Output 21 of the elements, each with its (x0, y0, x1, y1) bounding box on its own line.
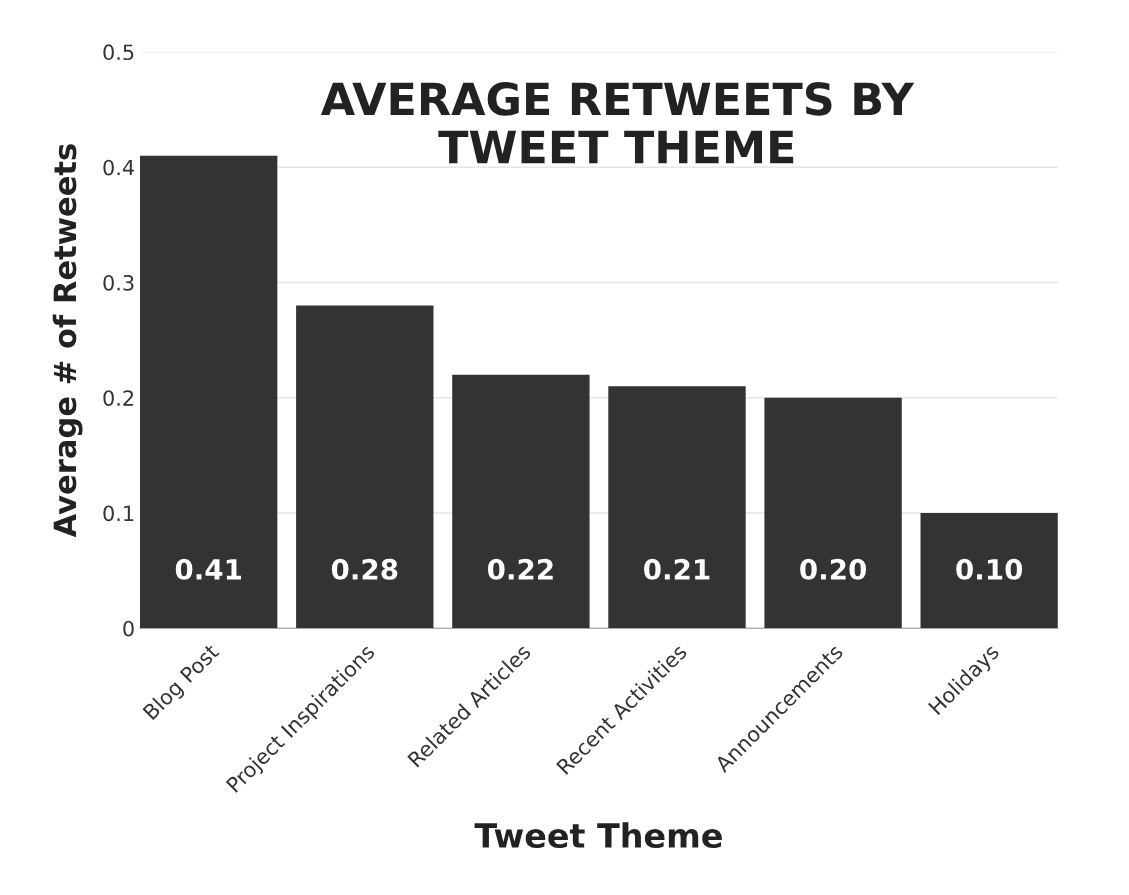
y-axis-title: Average # of Retweets (52, 144, 83, 538)
y-tick-label: 0.1 (103, 505, 134, 522)
y-tick-label: 0.2 (103, 390, 134, 406)
data-label: 0.22 (487, 558, 553, 580)
bar (140, 155, 278, 629)
y-tick-label: 0.4 (103, 159, 134, 176)
data-label: 0.21 (644, 558, 710, 580)
x-axis-title: Tweet Theme (474, 822, 722, 849)
y-tick-label: 0 (123, 620, 134, 637)
bar (296, 305, 434, 629)
data-label: 0.10 (956, 558, 1023, 580)
bar (764, 397, 902, 629)
text: AVERAGE RETWEETS BY TWEET THEME (320, 82, 915, 164)
data-label: 0.28 (331, 558, 398, 580)
y-tick-label: 0.3 (103, 274, 134, 291)
bar (608, 386, 746, 629)
y-tick-label: 0.5 (103, 44, 134, 61)
bar (920, 513, 1058, 629)
bar (452, 374, 590, 629)
data-label: 0.41 (175, 558, 242, 580)
data-label: 0.20 (800, 558, 867, 580)
